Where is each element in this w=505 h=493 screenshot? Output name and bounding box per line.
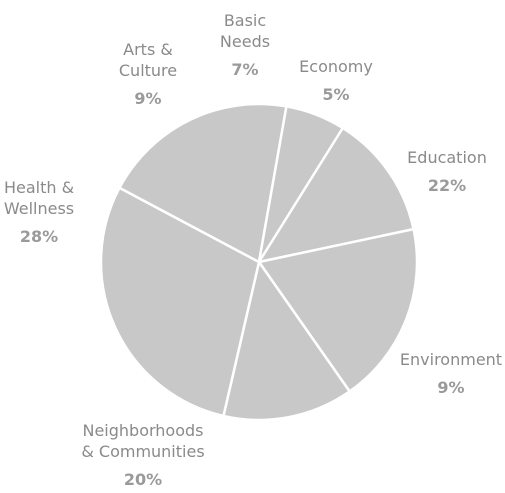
slice-label-line: Arts & [123,40,173,59]
slice-label-0: Economy 5% [299,57,373,104]
slice-label-line: Economy [299,57,373,76]
slice-label-line: Education [407,148,487,167]
slice-label-4: Health & Wellness 28% [4,178,74,246]
slice-percent-label: 7% [231,60,258,79]
pie-slice-6 [257,104,345,263]
slice-label-line: Health & [4,178,74,197]
slice-label-3: Neighborhoods & Communities 20% [81,421,204,489]
slice-label-2: Environment 9% [400,350,502,397]
slice-label-line: Needs [220,32,270,51]
slice-label-line: Neighborhoods [82,421,203,440]
pie-slice-2 [256,227,419,394]
slice-label-line: Environment [400,350,502,369]
slice-label-1: Education 22% [407,148,487,195]
pie-slices [99,102,419,422]
slice-label-line: Culture [119,61,177,80]
slice-label-6: Basic Needs 7% [220,11,270,79]
pie-slice-4 [99,186,261,418]
slice-percent-label: 22% [428,176,466,195]
slice-label-line: Wellness [4,199,74,218]
slice-label-line: & Communities [81,442,204,461]
slice-label-line: Basic [224,11,266,30]
slice-label-5: Arts & Culture 9% [119,40,177,108]
slice-percent-label: 5% [322,85,349,104]
slice-percent-label: 9% [134,89,161,108]
slice-percent-label: 28% [20,227,58,246]
pie-slice-5 [117,102,288,264]
pie-labels: Economy 5% Education 22% Environment 9% Neighb… [4,11,502,489]
slice-percent-label: 20% [124,470,162,489]
slice-percent-label: 9% [437,378,464,397]
pie-slice-3 [221,258,352,422]
